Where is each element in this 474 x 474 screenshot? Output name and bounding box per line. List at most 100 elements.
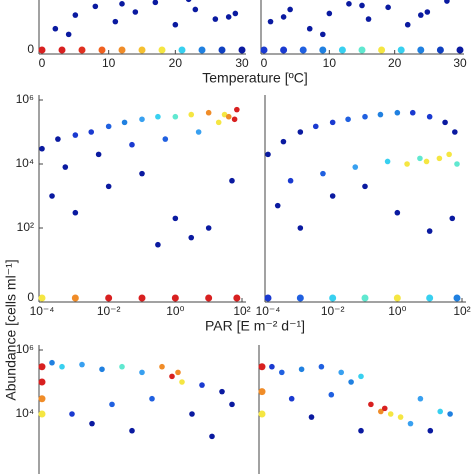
data-point xyxy=(346,1,352,7)
data-point xyxy=(105,123,112,130)
data-point xyxy=(231,116,238,123)
data-point xyxy=(269,363,275,370)
data-point xyxy=(205,109,212,116)
data-point xyxy=(409,109,416,116)
data-point xyxy=(105,294,113,302)
data-point xyxy=(49,359,55,366)
data-point xyxy=(169,373,175,380)
x-tick-label: 10⁻² xyxy=(97,304,121,318)
data-point xyxy=(88,129,95,135)
data-point xyxy=(397,46,405,54)
data-point xyxy=(453,294,461,302)
x-tick-label: 20 xyxy=(388,56,402,70)
data-point xyxy=(198,46,206,54)
data-point xyxy=(427,427,434,434)
data-point xyxy=(329,294,337,302)
x-tick-label: 0 xyxy=(39,56,46,70)
data-point xyxy=(348,379,354,385)
data-point xyxy=(393,294,401,302)
data-point xyxy=(69,411,75,417)
data-point xyxy=(139,369,145,376)
data-point xyxy=(72,12,79,18)
data-point xyxy=(338,369,345,376)
x-tick-label: 10⁰ xyxy=(388,304,406,318)
data-point xyxy=(365,16,372,22)
data-point xyxy=(417,395,424,402)
data-point xyxy=(38,363,46,371)
data-point xyxy=(233,294,241,302)
x-tick-label: 30 xyxy=(235,56,249,70)
data-point xyxy=(188,234,195,241)
data-point xyxy=(152,0,159,6)
y-tick-label: 10² xyxy=(17,220,34,234)
data-point xyxy=(221,111,228,118)
data-point xyxy=(98,46,106,54)
data-point xyxy=(105,183,112,190)
data-point xyxy=(55,136,61,142)
data-point xyxy=(362,183,368,190)
x-tick-label: 10 xyxy=(102,56,116,70)
x-tick-label: 0 xyxy=(261,56,268,70)
data-point xyxy=(279,369,285,376)
data-point xyxy=(417,46,425,54)
data-point xyxy=(424,9,431,15)
data-point xyxy=(149,395,155,402)
data-point xyxy=(185,0,192,3)
data-point xyxy=(280,138,287,145)
data-point xyxy=(442,119,448,126)
data-point xyxy=(423,158,430,165)
data-point xyxy=(52,25,59,32)
data-point xyxy=(298,366,305,373)
data-point xyxy=(72,132,79,138)
data-point xyxy=(394,209,401,216)
data-point xyxy=(444,0,450,4)
data-point xyxy=(172,113,179,120)
data-point xyxy=(129,141,135,148)
data-point xyxy=(265,151,271,158)
data-point xyxy=(78,46,86,54)
data-point xyxy=(299,46,307,54)
data-point xyxy=(362,113,368,120)
y-axis-label: Abundance [cells ml⁻¹] xyxy=(3,259,19,400)
data-point xyxy=(225,113,232,120)
data-point xyxy=(328,391,335,398)
y-tick-label: 0 xyxy=(27,290,34,304)
data-point xyxy=(58,46,66,54)
data-point xyxy=(287,6,293,13)
data-point xyxy=(437,408,444,415)
data-point xyxy=(62,164,69,170)
data-point xyxy=(232,10,239,17)
data-point xyxy=(119,1,125,7)
data-point xyxy=(320,170,326,177)
data-point xyxy=(258,363,266,371)
y-tick-label: 0 xyxy=(27,42,34,56)
data-point xyxy=(38,46,46,54)
data-point xyxy=(329,193,336,199)
x-axis-label: PAR [E m⁻² d⁻¹] xyxy=(205,318,305,334)
data-point xyxy=(338,46,346,54)
x-tick-label: 30 xyxy=(453,56,467,70)
data-point xyxy=(99,366,105,373)
data-point xyxy=(129,427,135,434)
data-point xyxy=(378,46,386,54)
data-point xyxy=(139,170,145,177)
x-axis-label: Temperature [ºC] xyxy=(202,70,308,86)
x-tick-label: 10⁻² xyxy=(321,304,345,318)
data-point xyxy=(229,401,235,408)
data-point xyxy=(308,414,315,420)
data-point xyxy=(178,46,186,54)
data-point xyxy=(139,116,145,123)
data-point xyxy=(162,136,169,142)
data-point xyxy=(385,4,391,11)
data-point xyxy=(71,294,79,302)
data-point xyxy=(319,46,327,54)
data-point xyxy=(205,225,212,231)
x-tick-label: 10 xyxy=(323,56,337,70)
data-point xyxy=(377,111,384,118)
data-point xyxy=(38,294,46,302)
data-point xyxy=(329,119,336,126)
data-point xyxy=(397,414,404,420)
data-point xyxy=(138,46,146,54)
data-point xyxy=(234,106,240,113)
